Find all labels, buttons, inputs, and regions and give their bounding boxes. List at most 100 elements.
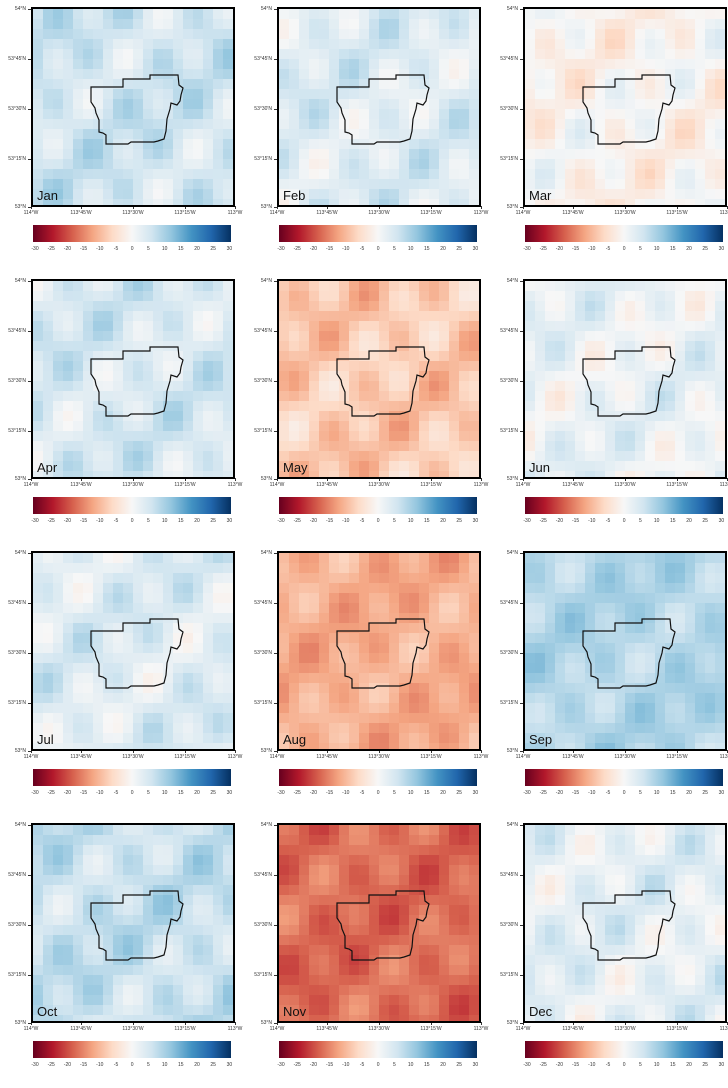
colorbar-tick-label: -15 xyxy=(572,246,579,252)
colorbar-tick-label: 25 xyxy=(210,246,216,252)
x-tick-label: 114°W xyxy=(270,1026,285,1032)
y-tick-label: 54°N xyxy=(0,6,26,12)
y-tick-label: 53°45'N xyxy=(0,328,26,334)
x-tick-label: 113°30'W xyxy=(122,754,143,760)
x-tick-label: 113°45'W xyxy=(562,210,583,216)
y-tick-label: 53°45'N xyxy=(246,872,272,878)
colorbar-tick-label: 30 xyxy=(719,518,725,524)
month-label: Oct xyxy=(37,1004,57,1019)
colorbar-tick-label: -20 xyxy=(556,246,563,252)
x-tick-label: 113°W xyxy=(474,1026,489,1032)
colorbar-tick-label: 25 xyxy=(702,518,708,524)
colorbar xyxy=(525,497,723,514)
colorbar-tick-label: -10 xyxy=(588,790,595,796)
x-tick-label: 113°15'W xyxy=(174,482,195,488)
colorbar-tick-label: -5 xyxy=(360,246,364,252)
y-tick-label: 54°N xyxy=(492,6,518,12)
x-tick-label: 113°30'W xyxy=(368,210,389,216)
colorbar-tick-label: -30 xyxy=(31,518,38,524)
y-tick-label: 53°30'N xyxy=(492,922,518,928)
anomaly-map: Jan xyxy=(31,7,235,207)
colorbar-tick-label: -5 xyxy=(360,1062,364,1068)
colorbar-tick-label: 20 xyxy=(686,1062,692,1068)
x-tick-label: 114°W xyxy=(516,482,531,488)
colorbar-tick-label: 0 xyxy=(377,1062,380,1068)
colorbar-tick-label: 20 xyxy=(440,790,446,796)
colorbar-tick-label: -10 xyxy=(588,518,595,524)
y-tick-label: 53°N xyxy=(492,1020,518,1026)
anomaly-map: Apr xyxy=(31,279,235,479)
colorbar-tick-label: 10 xyxy=(654,246,660,252)
colorbar xyxy=(525,769,723,786)
y-tick-label: 54°N xyxy=(0,550,26,556)
colorbar-tick-label: 30 xyxy=(227,246,233,252)
colorbar xyxy=(33,497,231,514)
colorbar-tick-label: 10 xyxy=(654,790,660,796)
colorbar-tick-label: 15 xyxy=(670,1062,676,1068)
x-tick-label: 113°15'W xyxy=(420,482,441,488)
colorbar-tick-label: 30 xyxy=(719,246,725,252)
colorbar-tick-label: 10 xyxy=(654,518,660,524)
x-tick-label: 114°W xyxy=(24,482,39,488)
colorbar-tick-label: -10 xyxy=(342,246,349,252)
y-tick-label: 53°N xyxy=(492,476,518,482)
colorbar-tick-label: -10 xyxy=(342,790,349,796)
colorbar-tick-label: 10 xyxy=(162,246,168,252)
colorbar-tick-label: -20 xyxy=(310,518,317,524)
x-tick-label: 114°W xyxy=(516,754,531,760)
colorbar-tick-label: -25 xyxy=(48,246,55,252)
colorbar-tick-label: 25 xyxy=(210,790,216,796)
anomaly-map: Nov xyxy=(277,823,481,1023)
colorbar-tick-label: -30 xyxy=(277,518,284,524)
colorbar-tick-label: -15 xyxy=(326,246,333,252)
colorbar-tick-label: 5 xyxy=(147,790,150,796)
y-tick-label: 53°15'N xyxy=(492,700,518,706)
colorbar-tick-label: -25 xyxy=(294,246,301,252)
colorbar xyxy=(525,225,723,242)
x-tick-label: 113°45'W xyxy=(70,1026,91,1032)
colorbar-tick-label: 5 xyxy=(393,1062,396,1068)
colorbar-tick-label: 20 xyxy=(194,790,200,796)
x-tick xyxy=(481,750,482,753)
anomaly-map: Jun xyxy=(523,279,727,479)
colorbar-tick-label: 25 xyxy=(456,246,462,252)
y-tick-label: 53°N xyxy=(0,476,26,482)
colorbar-tick-label: -5 xyxy=(114,1062,118,1068)
x-tick-label: 113°30'W xyxy=(122,482,143,488)
colorbar-tick-label: 0 xyxy=(131,518,134,524)
x-tick-label: 113°W xyxy=(474,754,489,760)
colorbar-tick-label: -30 xyxy=(523,518,530,524)
month-label: Feb xyxy=(283,188,305,203)
colorbar-tick-label: -20 xyxy=(556,1062,563,1068)
month-label: Apr xyxy=(37,460,57,475)
x-tick-label: 114°W xyxy=(270,754,285,760)
y-tick-label: 53°30'N xyxy=(0,922,26,928)
y-tick-label: 53°45'N xyxy=(492,600,518,606)
colorbar-tick-label: 30 xyxy=(719,1062,725,1068)
y-tick-label: 53°15'N xyxy=(246,156,272,162)
x-tick-label: 113°W xyxy=(720,754,728,760)
month-label: Sep xyxy=(529,732,552,747)
x-tick-label: 113°15'W xyxy=(666,482,687,488)
y-tick-label: 53°30'N xyxy=(492,650,518,656)
colorbar-tick-label: 15 xyxy=(178,1062,184,1068)
anomaly-map: May xyxy=(277,279,481,479)
colorbar xyxy=(33,225,231,242)
y-tick-label: 54°N xyxy=(492,550,518,556)
y-tick-label: 54°N xyxy=(492,822,518,828)
colorbar-tick-label: 0 xyxy=(377,246,380,252)
colorbar-tick-label: -15 xyxy=(80,518,87,524)
colorbar-tick-label: 25 xyxy=(702,790,708,796)
colorbar xyxy=(279,769,477,786)
x-tick-label: 113°30'W xyxy=(614,754,635,760)
x-tick-label: 113°45'W xyxy=(562,754,583,760)
colorbar-tick-label: 30 xyxy=(473,518,479,524)
colorbar-tick-label: -5 xyxy=(606,246,610,252)
x-tick-label: 113°W xyxy=(474,210,489,216)
y-tick-label: 53°15'N xyxy=(0,428,26,434)
x-tick-label: 113°15'W xyxy=(174,210,195,216)
colorbar-tick-label: 5 xyxy=(639,1062,642,1068)
colorbar-tick-label: 15 xyxy=(424,790,430,796)
